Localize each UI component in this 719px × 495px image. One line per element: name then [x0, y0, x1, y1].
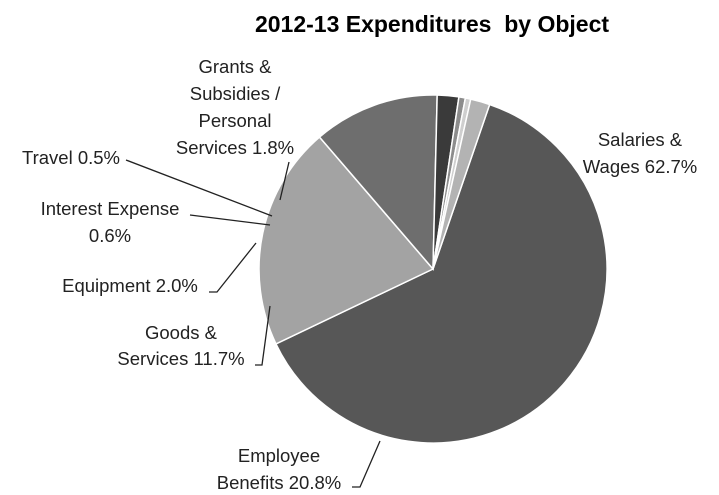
- label-interest-line-2: 0.6%: [89, 225, 131, 246]
- svg-text:Interest Expense: Interest Expense: [41, 198, 180, 219]
- label-grants-line-4: Services 1.8%: [176, 137, 294, 158]
- label-travel: Travel 0.5%: [22, 147, 120, 168]
- label-travel-line-1: Travel 0.5%: [22, 147, 120, 168]
- label-salaries-line-2: Wages 62.7%: [583, 156, 698, 177]
- label-goods-line-2: Services 11.7%: [117, 348, 244, 369]
- leader-line-interest: [189, 214, 271, 226]
- leader-line-grants: [279, 161, 290, 201]
- svg-text:Services 11.7%: Services 11.7%: [117, 348, 244, 369]
- svg-text:Benefits 20.8%: Benefits 20.8%: [217, 472, 341, 493]
- leader-line-goods: [255, 305, 271, 366]
- label-benefits: Employee Benefits 20.8%: [217, 445, 341, 493]
- pie-slice-salaries: [274, 103, 608, 444]
- leader-line-benefits: [352, 440, 381, 488]
- label-benefits-line-2: Benefits 20.8%: [217, 472, 341, 493]
- label-interest: Interest Expense 0.6%: [41, 198, 180, 246]
- leader-lines: [125, 159, 381, 488]
- label-benefits-line-1: Employee: [238, 445, 320, 466]
- pie-slice-goods: [318, 94, 438, 271]
- svg-text:Grants &: Grants &: [199, 56, 273, 77]
- leader-line-equipment: [209, 242, 257, 293]
- svg-text:Personal: Personal: [198, 110, 271, 131]
- label-equipment: Equipment 2.0%: [62, 275, 198, 296]
- pie-slices: [258, 94, 608, 444]
- pie-slice-grants: [432, 98, 491, 270]
- label-goods: Goods & Services 11.7%: [117, 322, 244, 369]
- svg-text:Wages 62.7%: Wages 62.7%: [583, 156, 698, 177]
- svg-text:Goods &: Goods &: [145, 322, 218, 343]
- label-grants-line-3: Personal: [198, 110, 271, 131]
- svg-text:Employee: Employee: [238, 445, 320, 466]
- label-equipment-line-1: Equipment 2.0%: [62, 275, 198, 296]
- label-grants-line-1: Grants &: [199, 56, 273, 77]
- svg-text:Services 1.8%: Services 1.8%: [176, 137, 294, 158]
- label-salaries-line-1: Salaries &: [598, 129, 683, 150]
- svg-text:0.6%: 0.6%: [89, 225, 131, 246]
- svg-text:Equipment 2.0%: Equipment 2.0%: [62, 275, 198, 296]
- label-interest-line-1: Interest Expense: [41, 198, 180, 219]
- label-grants-line-2: Subsidies /: [190, 83, 281, 104]
- chart-title: 2012-13 Expenditures by Object: [255, 11, 609, 37]
- leader-line-travel: [125, 159, 273, 217]
- svg-text:Subsidies /: Subsidies /: [190, 83, 281, 104]
- svg-text:Salaries &: Salaries &: [598, 129, 683, 150]
- label-salaries: Salaries & Wages 62.7%: [583, 129, 698, 177]
- label-goods-line-1: Goods &: [145, 322, 218, 343]
- svg-text:Travel 0.5%: Travel 0.5%: [22, 147, 120, 168]
- label-grants: Grants & Subsidies / Personal Services 1…: [176, 56, 294, 158]
